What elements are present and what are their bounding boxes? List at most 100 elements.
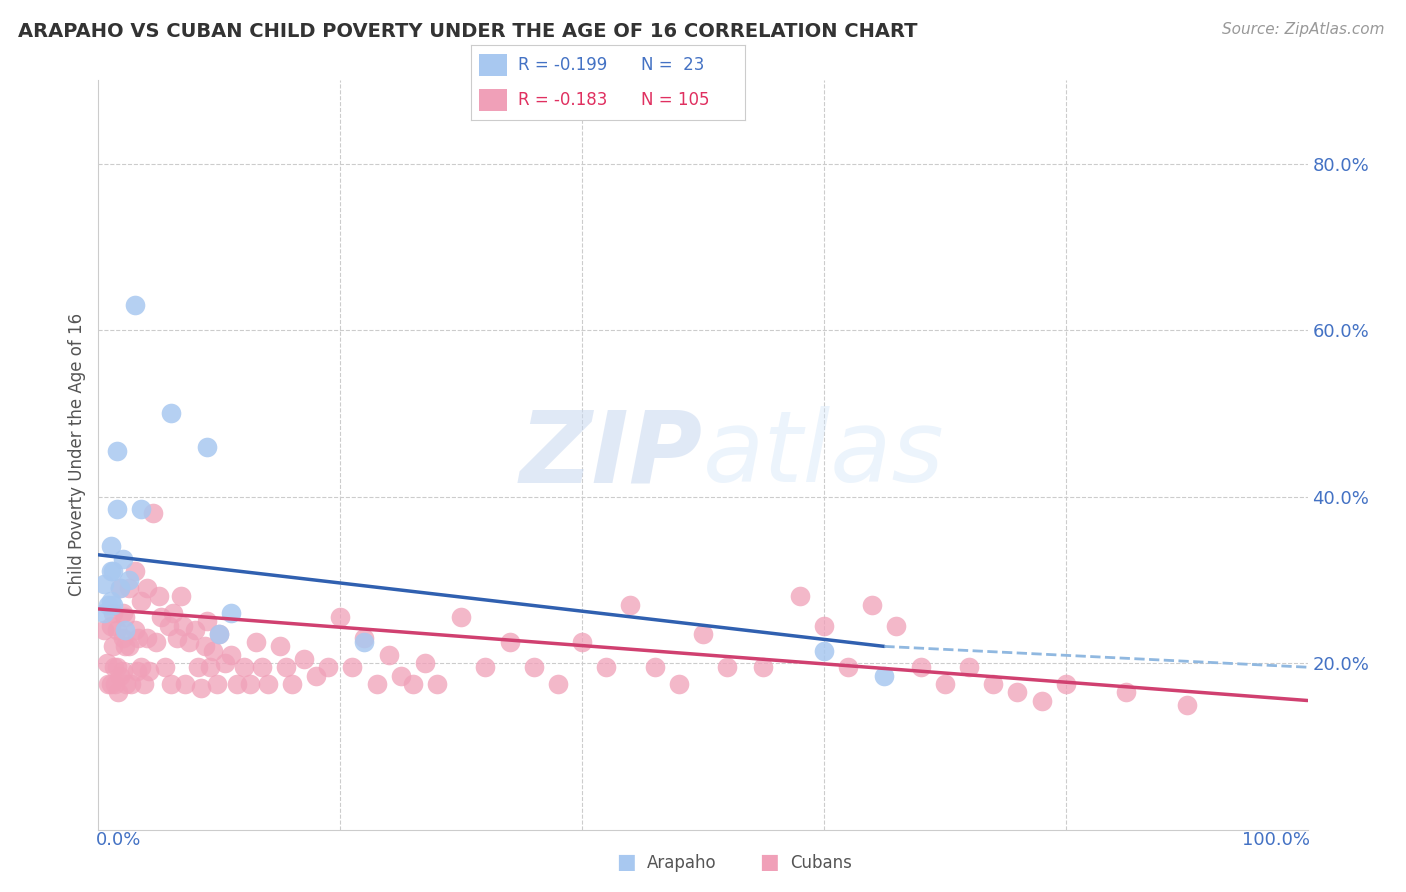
Point (221, 648, 243, 662)
Text: atlas: atlas (703, 407, 945, 503)
Point (837, 660, 859, 674)
Point (214, 656, 236, 670)
Y-axis label: Child Poverty Under the Age of 16: Child Poverty Under the Age of 16 (67, 313, 86, 597)
Point (426, 677, 449, 691)
Point (93, 623, 115, 637)
Point (105, 660, 128, 674)
Point (910, 660, 932, 674)
Text: ■: ■ (759, 853, 779, 872)
Point (93, 577, 115, 591)
Point (105, 623, 128, 637)
Point (389, 668, 412, 682)
Point (353, 635, 375, 649)
Point (644, 660, 666, 674)
Point (716, 660, 738, 674)
Point (100, 677, 122, 691)
Point (120, 677, 142, 691)
Point (111, 665, 134, 679)
Point (97, 598, 120, 612)
Point (111, 606, 134, 620)
Point (1054, 677, 1077, 691)
Point (129, 660, 152, 674)
Point (281, 677, 304, 691)
Point (957, 660, 980, 674)
Point (162, 606, 184, 620)
Point (274, 660, 297, 674)
Point (194, 640, 217, 654)
Point (934, 677, 956, 691)
Point (148, 590, 170, 604)
Text: Arapaho: Arapaho (647, 855, 717, 872)
Point (160, 406, 183, 420)
Point (101, 640, 124, 654)
Point (571, 635, 593, 649)
Point (498, 635, 520, 649)
Point (172, 618, 194, 632)
Point (129, 502, 152, 516)
Point (129, 593, 152, 607)
Point (97, 677, 120, 691)
Point (105, 502, 128, 516)
Point (153, 660, 176, 674)
Point (101, 565, 124, 579)
Point (107, 685, 129, 699)
Point (413, 656, 436, 670)
Point (135, 581, 157, 595)
Point (292, 652, 315, 666)
Text: ZIP: ZIP (520, 407, 703, 503)
Point (105, 443, 128, 458)
Point (205, 677, 228, 691)
Point (138, 665, 160, 679)
Point (124, 565, 146, 579)
Point (100, 618, 122, 632)
Point (547, 677, 569, 691)
Point (329, 610, 352, 624)
Point (160, 677, 183, 691)
Text: R = -0.183: R = -0.183 (517, 91, 607, 109)
Point (208, 627, 231, 641)
Point (813, 618, 835, 632)
Point (256, 677, 278, 691)
Point (226, 677, 249, 691)
Point (1115, 685, 1137, 699)
Point (100, 565, 122, 579)
Point (114, 610, 136, 624)
Point (150, 610, 173, 624)
Point (195, 440, 218, 454)
Point (232, 660, 254, 674)
Point (100, 540, 122, 554)
Point (114, 623, 136, 637)
Point (104, 677, 127, 691)
Point (111, 631, 134, 645)
Point (118, 581, 141, 595)
Point (93, 606, 115, 620)
Point (239, 677, 262, 691)
Point (860, 598, 883, 612)
Point (789, 590, 811, 604)
Point (134, 677, 156, 691)
Point (752, 660, 775, 674)
Point (250, 660, 273, 674)
Point (118, 573, 141, 587)
Text: Cubans: Cubans (790, 855, 852, 872)
Point (103, 660, 125, 674)
Text: 0.0%: 0.0% (96, 831, 142, 849)
Point (124, 298, 146, 312)
Point (157, 618, 180, 632)
Point (184, 623, 207, 637)
Point (981, 677, 1004, 691)
Text: ARAPAHO VS CUBAN CHILD POVERTY UNDER THE AGE OF 16 CORRELATION CHART: ARAPAHO VS CUBAN CHILD POVERTY UNDER THE… (18, 22, 918, 41)
Point (108, 581, 131, 595)
Text: Source: ZipAtlas.com: Source: ZipAtlas.com (1222, 22, 1385, 37)
Point (202, 643, 225, 657)
Point (269, 640, 291, 654)
Point (145, 635, 167, 649)
Bar (479, 88, 506, 112)
Point (96, 656, 118, 670)
Point (108, 581, 131, 595)
Point (1175, 698, 1198, 712)
Point (195, 615, 218, 629)
Point (1007, 685, 1029, 699)
Point (166, 631, 188, 645)
Point (245, 635, 267, 649)
